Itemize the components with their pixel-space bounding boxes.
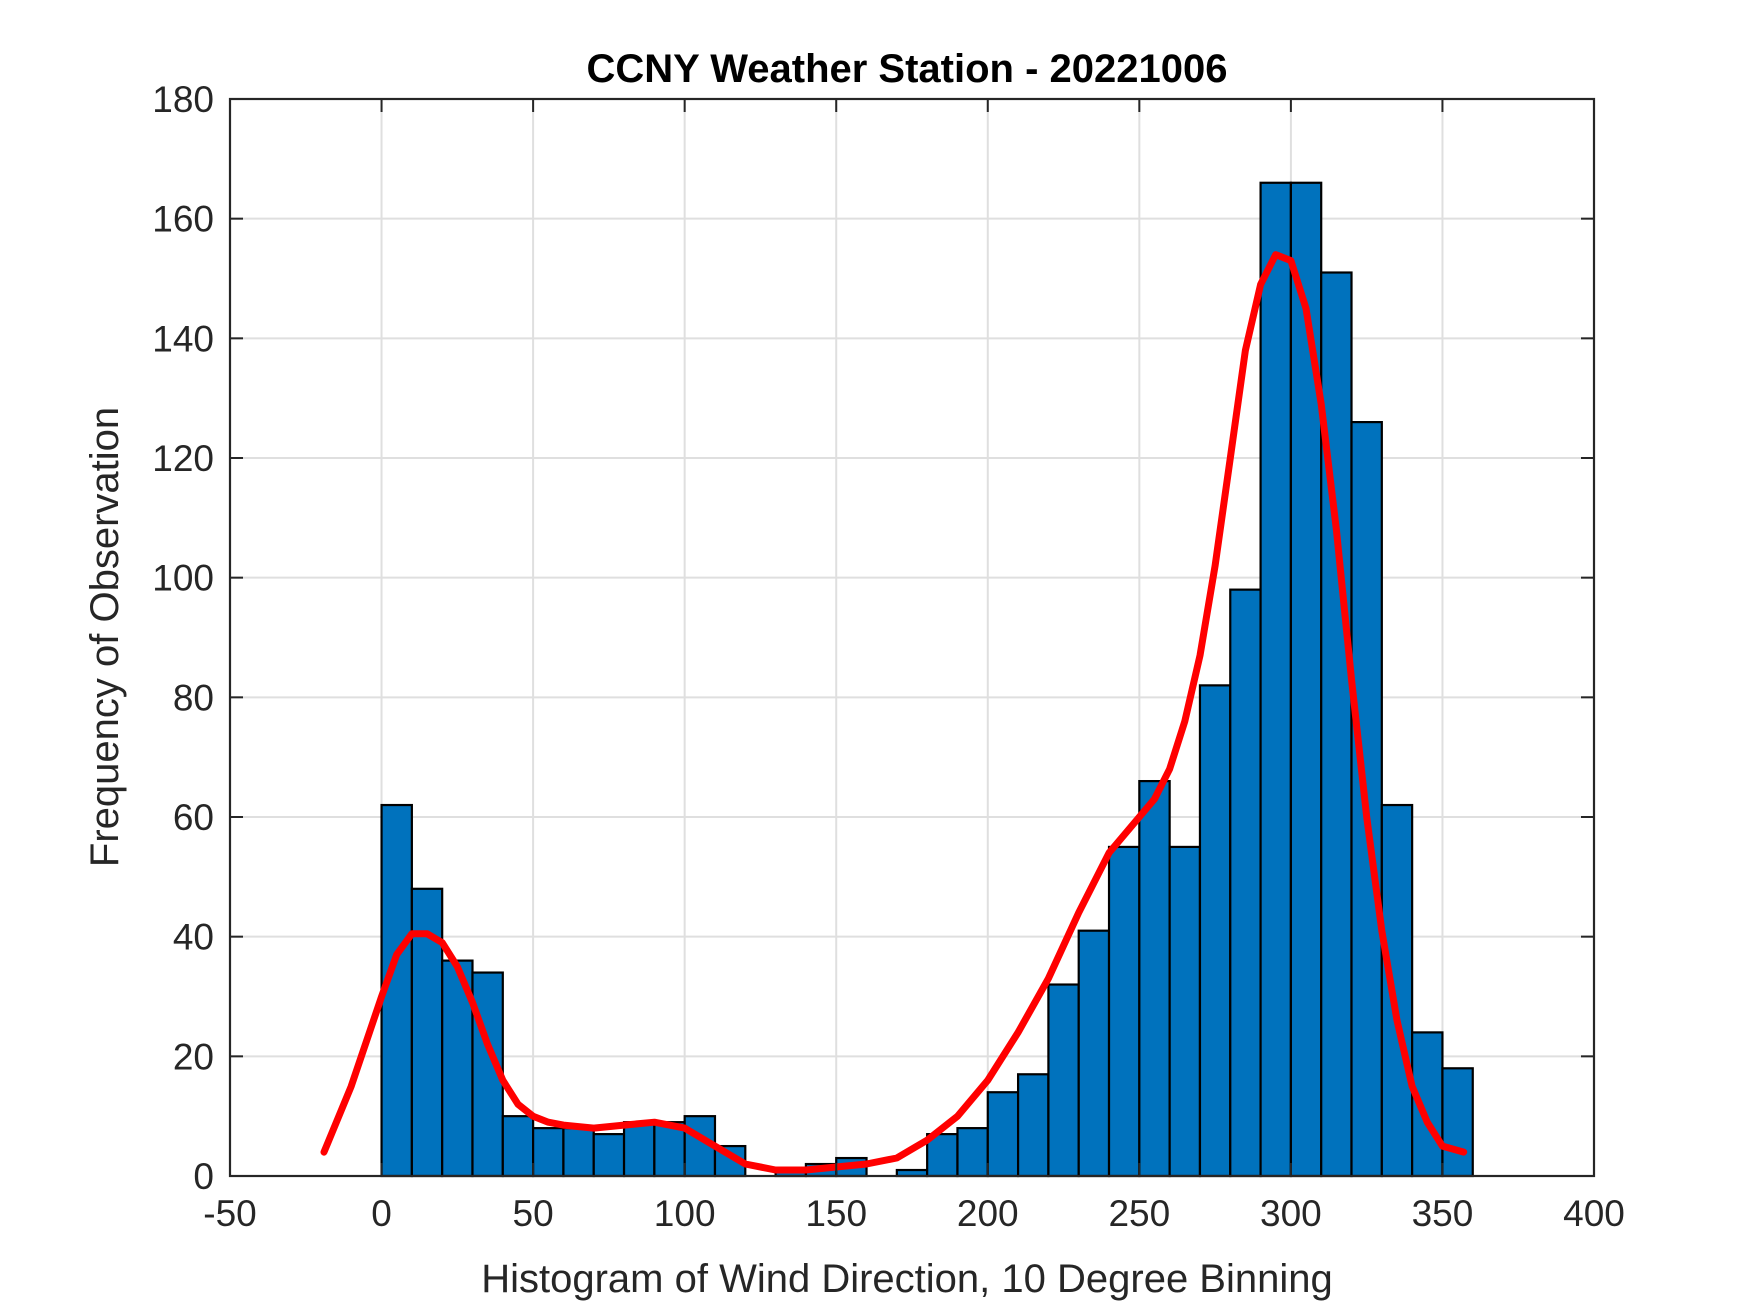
histogram-bar: [1138, 779, 1171, 1178]
histogram-bar: [501, 1115, 535, 1178]
x-tick-label: 200: [957, 1193, 1019, 1234]
y-tick-label: 160: [152, 199, 214, 240]
y-tick-label: 40: [173, 917, 214, 958]
y-tick-label: 60: [173, 797, 214, 838]
y-tick-labels: 0 20 40 60 80 100 120 140 160 180: [152, 79, 214, 1197]
x-axis-label: Histogram of Wind Direction, 10 Degree B…: [481, 1257, 1333, 1301]
y-axis-label: Frequency of Observation: [83, 407, 127, 867]
x-tick-label: 150: [805, 1193, 867, 1234]
y-tick-label: 80: [173, 677, 214, 718]
histogram-bar: [1229, 588, 1262, 1178]
axes-box: [228, 97, 1596, 1178]
y-tick-label: 180: [152, 79, 214, 120]
axes-frame: [228, 97, 1596, 1178]
y-tick-label: 140: [152, 318, 214, 359]
histogram-bar: [532, 1127, 565, 1178]
x-tick-label: 250: [1108, 1193, 1170, 1234]
chart-title: CCNY Weather Station - 20221006: [587, 47, 1228, 91]
histogram-bar: [1168, 845, 1202, 1178]
histogram-bar: [1107, 845, 1141, 1178]
x-tick-label: 50: [513, 1193, 554, 1234]
y-tick-label: 120: [152, 438, 214, 479]
fit-curve-line: [320, 251, 1468, 1174]
histogram-bar: [1047, 983, 1080, 1178]
histogram-bar: [1320, 271, 1353, 1178]
histogram-bar: [986, 1091, 1020, 1178]
x-tick-label: -50: [203, 1193, 256, 1234]
histogram-bar: [562, 1127, 595, 1178]
histogram-bar: [926, 1133, 959, 1178]
x-tick-label: 0: [371, 1193, 392, 1234]
x-tick-label: 400: [1563, 1193, 1625, 1234]
histogram-bar: [1198, 684, 1232, 1178]
density-curve: [320, 251, 1468, 1174]
histogram-bar: [1016, 1073, 1050, 1178]
histogram-bar: [1380, 803, 1414, 1178]
y-tick-label: 0: [193, 1156, 214, 1197]
x-tick-labels: -50 0 50 100 150 200 250 300 350 400: [203, 1193, 1625, 1234]
y-tick-label: 20: [173, 1036, 214, 1077]
histogram-bar: [1411, 1031, 1444, 1178]
histogram-bar: [622, 1121, 656, 1178]
histogram-bar: [1077, 929, 1111, 1178]
histogram-bar: [1289, 181, 1323, 1178]
histogram-bar: [1441, 1067, 1474, 1178]
x-tick-label: 300: [1260, 1193, 1322, 1234]
x-tick-label: 100: [654, 1193, 716, 1234]
histogram-bar: [592, 1133, 626, 1178]
x-tick-label: 350: [1412, 1193, 1474, 1234]
histogram-bar: [1259, 181, 1292, 1178]
y-tick-label: 100: [152, 558, 214, 599]
histogram-bar: [956, 1127, 989, 1178]
